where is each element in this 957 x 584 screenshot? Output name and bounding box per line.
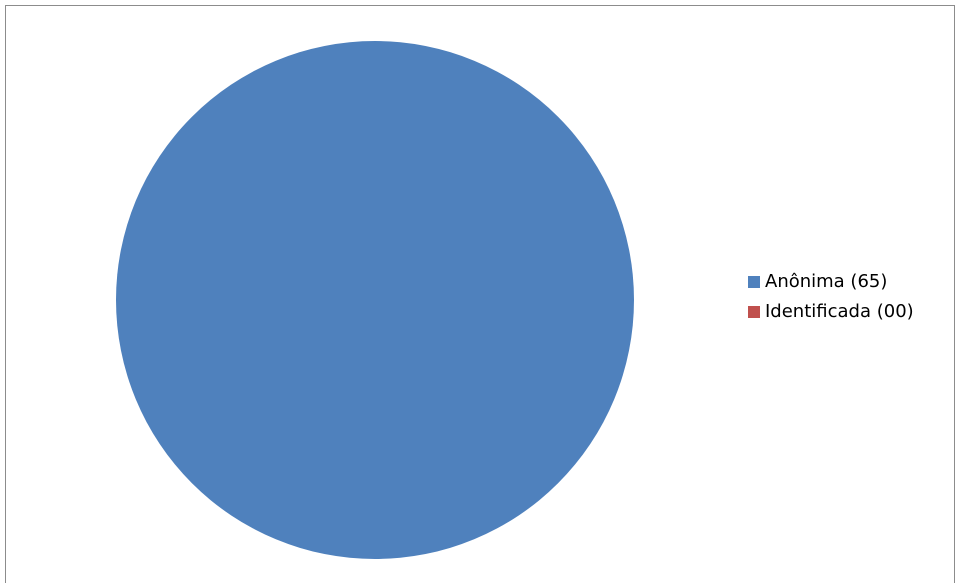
pie-slice-anonima-65: [116, 41, 634, 559]
legend-swatch-anonima: [748, 276, 760, 288]
pie-chart: [116, 41, 634, 559]
legend-item-identificada: Identificada (00): [748, 298, 914, 326]
legend-label-identificada: Identificada (00): [765, 301, 914, 322]
legend-label-anonima: Anônima (65): [765, 271, 888, 292]
legend-swatch-identificada: [748, 306, 760, 318]
chart-area: Anônima (65) Identificada (00): [5, 5, 955, 583]
legend-item-anonima: Anônima (65): [748, 268, 914, 296]
legend: Anônima (65) Identificada (00): [748, 268, 914, 328]
